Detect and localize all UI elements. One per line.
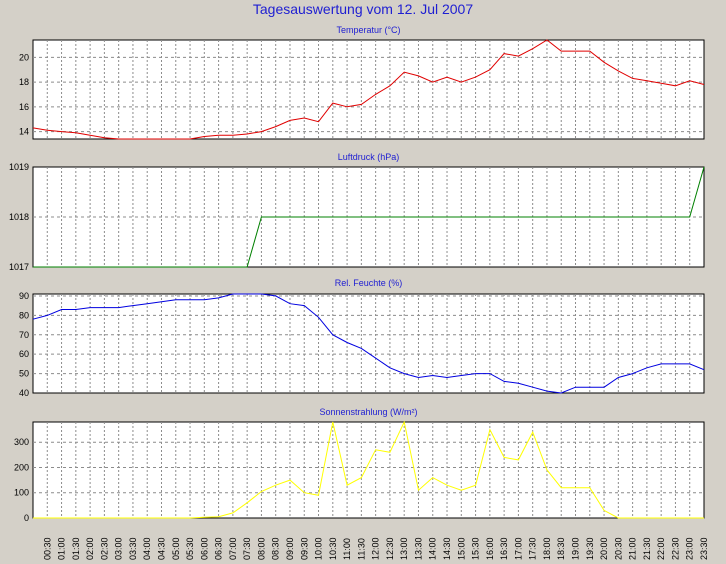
- solar-ytick-label: 0: [24, 513, 29, 523]
- x-tick-label: 18:00: [542, 537, 552, 560]
- x-tick-label: 20:00: [599, 537, 609, 560]
- x-tick-label: 17:30: [528, 537, 538, 560]
- x-tick-label: 06:00: [199, 537, 209, 560]
- humidity-ytick-label: 70: [19, 330, 29, 340]
- x-tick-label: 03:00: [114, 537, 124, 560]
- x-tick-label: 08:00: [256, 537, 266, 560]
- x-tick-label: 17:00: [513, 537, 523, 560]
- temperature-series-line: [32, 39, 705, 140]
- temperature-title: Temperatur (°C): [336, 25, 400, 35]
- solar-ytick-label: 100: [14, 488, 29, 498]
- x-tick-label: 10:30: [328, 537, 338, 560]
- solar-title: Sonnenstrahlung (W/m²): [319, 407, 417, 417]
- x-tick-label: 14:00: [428, 537, 438, 560]
- humidity-ytick-label: 90: [19, 291, 29, 301]
- x-tick-label: 23:00: [685, 537, 695, 560]
- x-tick-label: 04:30: [156, 537, 166, 560]
- x-tick-label: 15:30: [471, 537, 481, 560]
- x-tick-label: 01:30: [71, 537, 81, 560]
- x-tick-label: 19:30: [585, 537, 595, 560]
- x-tick-label: 16:30: [499, 537, 509, 560]
- humidity-ytick-label: 80: [19, 310, 29, 320]
- temperature-ytick-label: 16: [19, 102, 29, 112]
- temperature-ytick-label: 20: [19, 52, 29, 62]
- x-tick-label: 21:30: [642, 537, 652, 560]
- pressure-ytick-label: 1018: [9, 212, 29, 222]
- x-tick-label: 22:30: [670, 537, 680, 560]
- x-tick-label: 13:00: [399, 537, 409, 560]
- x-tick-label: 07:30: [242, 537, 252, 560]
- humidity-ytick-label: 40: [19, 388, 29, 398]
- x-tick-label: 10:00: [314, 537, 324, 560]
- x-tick-label: 18:30: [556, 537, 566, 560]
- x-tick-label: 23:30: [699, 537, 709, 560]
- x-tick-label: 13:30: [413, 537, 423, 560]
- x-tick-label: 01:00: [57, 537, 67, 560]
- x-tick-label: 08:30: [271, 537, 281, 560]
- x-tick-label: 06:30: [214, 537, 224, 560]
- x-tick-label: 00:30: [42, 537, 52, 560]
- solar-ytick-label: 300: [14, 437, 29, 447]
- x-tick-label: 22:00: [656, 537, 666, 560]
- pressure-ytick-label: 1017: [9, 262, 29, 272]
- x-tick-label: 11:30: [356, 538, 366, 560]
- x-tick-label: 19:00: [571, 537, 581, 560]
- x-tick-label: 14:30: [442, 537, 452, 560]
- x-tick-label: 02:30: [99, 537, 109, 560]
- pressure-title: Luftdruck (hPa): [338, 152, 400, 162]
- x-tick-label: 03:30: [128, 537, 138, 560]
- x-tick-label: 09:00: [285, 537, 295, 560]
- x-tick-label: 20:30: [613, 537, 623, 560]
- temperature-ytick-label: 18: [19, 77, 29, 87]
- solar-plot-area: [32, 421, 705, 519]
- temperature-ytick-label: 14: [19, 127, 29, 137]
- x-tick-label: 12:00: [371, 537, 381, 560]
- x-tick-label: 02:00: [85, 537, 95, 560]
- x-tick-label: 05:00: [171, 537, 181, 560]
- humidity-ytick-label: 60: [19, 349, 29, 359]
- x-tick-label: 07:00: [228, 537, 238, 560]
- x-tick-label: 21:00: [628, 537, 638, 560]
- humidity-title: Rel. Feuchte (%): [335, 278, 403, 288]
- x-tick-label: 12:30: [385, 537, 395, 560]
- pressure-ytick-label: 1019: [9, 162, 29, 172]
- page-title: Tagesauswertung vom 12. Jul 2007: [252, 1, 474, 17]
- x-tick-label: 09:30: [299, 537, 309, 560]
- x-tick-label: 05:30: [185, 537, 195, 560]
- humidity-series-line: [32, 293, 705, 394]
- x-tick-label: 16:00: [485, 537, 495, 560]
- solar-ytick-label: 200: [14, 462, 29, 472]
- humidity-plot-area: [32, 293, 705, 394]
- humidity-ytick-label: 50: [19, 369, 29, 379]
- pressure-series-line: [33, 166, 705, 268]
- x-tick-label: 04:00: [142, 537, 152, 560]
- x-tick-label: 15:00: [456, 537, 466, 560]
- temperature-plot-area: [32, 39, 705, 140]
- x-tick-label: 11:00: [342, 538, 352, 560]
- solar-series-line: [33, 420, 704, 519]
